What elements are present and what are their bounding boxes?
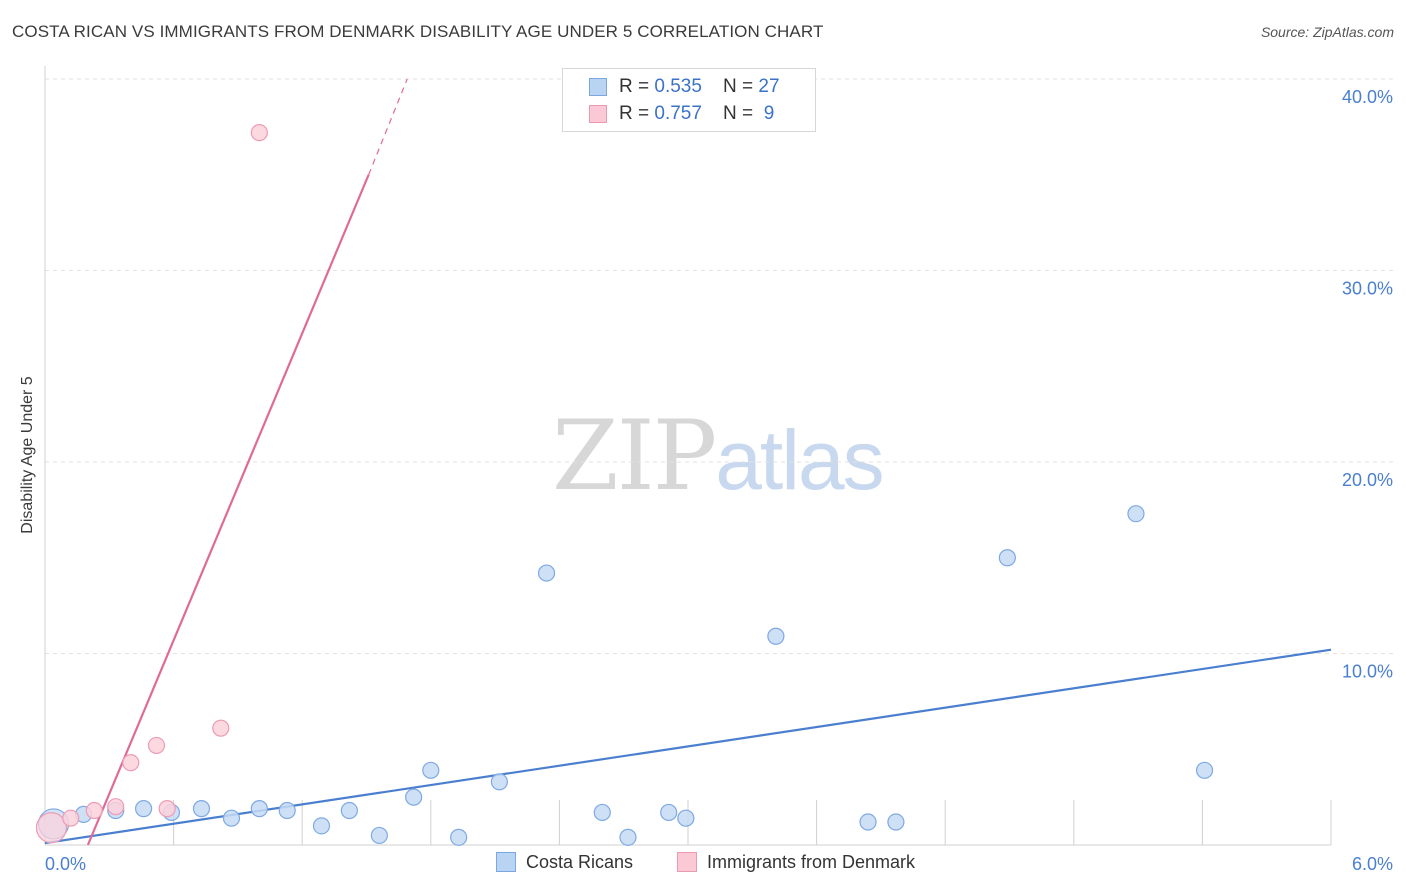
legend-r-value: 0.757: [654, 103, 702, 124]
legend-swatch-denmark: [589, 105, 607, 123]
y-tick-label: 20.0%: [1342, 470, 1393, 490]
bottom-legend-denmark[interactable]: Immigrants from Denmark: [677, 852, 915, 873]
denmark-point: [122, 754, 140, 772]
denmark-point: [62, 809, 80, 827]
legend-n-value: 27: [758, 76, 780, 97]
y-tick-label: 10.0%: [1342, 662, 1393, 682]
chart-title: COSTA RICAN VS IMMIGRANTS FROM DENMARK D…: [12, 22, 824, 41]
costa-rican-point: [134, 800, 153, 818]
bottom-legend-swatch: [677, 852, 697, 872]
costa-rican-point: [250, 800, 268, 818]
costa-rican-point: [450, 828, 468, 846]
costa-rican-point: [887, 813, 905, 831]
denmark-point: [85, 801, 103, 820]
costa-rican-point: [490, 773, 508, 791]
legend-r-value: 0.535: [654, 76, 702, 97]
label-layer: 10.0% 20.0% 30.0% 40.0% 0.0% 6.0%: [45, 87, 1393, 874]
watermark-zip: ZIP: [552, 400, 717, 512]
costa-rican-point: [278, 801, 296, 820]
legend-r-label: R =: [619, 103, 655, 124]
x-tick-label: 6.0%: [1352, 854, 1393, 874]
trend-line: [86, 174, 370, 846]
costa-rican-point: [422, 761, 440, 779]
denmark-point: [158, 800, 176, 818]
bottom-legend-swatch: [496, 852, 516, 872]
y-tick-label: 40.0%: [1342, 87, 1393, 107]
costa-rican-point: [340, 801, 358, 820]
costa-rican-point: [405, 788, 423, 806]
costa-rican-point: [677, 809, 695, 827]
legend-text: R = 0.535 N = 27: [619, 76, 780, 98]
costa-rican-point: [859, 813, 877, 831]
y-tick-label: 30.0%: [1342, 279, 1393, 299]
point-layer: [35, 124, 1214, 846]
costa-rican-point: [312, 817, 331, 835]
costa-rican-point: [222, 809, 241, 827]
costa-rican-point: [998, 549, 1016, 567]
bottom-legend-label: Immigrants from Denmark: [707, 852, 916, 872]
denmark-point: [107, 798, 125, 816]
costa-rican-point: [660, 803, 678, 822]
trend-line-extension: [368, 78, 408, 175]
correlation-legend: R = 0.535 N = 27 R = 0.757 N = 9: [562, 68, 816, 132]
denmark-point: [250, 124, 268, 142]
legend-r-label: R =: [619, 76, 655, 97]
grid-layer: [45, 78, 1395, 654]
watermark-atlas: atlas: [715, 413, 884, 507]
watermark: ZIPatlas: [552, 400, 885, 512]
bottom-legend-costa-ricans[interactable]: Costa Ricans: [496, 852, 633, 873]
costa-rican-point: [537, 564, 556, 582]
legend-text: R = 0.757 N = 9: [619, 103, 774, 125]
axis-layer: [44, 66, 1332, 846]
legend-n-value: 9: [758, 103, 775, 124]
denmark-point: [147, 736, 166, 755]
legend-n-label: N =: [723, 103, 759, 124]
x-tick-label: 0.0%: [45, 854, 86, 874]
bottom-legend-label: Costa Ricans: [526, 852, 634, 872]
costa-rican-point: [370, 826, 388, 845]
costa-rican-point: [619, 828, 637, 846]
costa-rican-point: [767, 627, 785, 645]
costa-rican-point: [593, 803, 611, 822]
denmark-point: [212, 719, 230, 737]
legend-swatch-costa-ricans: [589, 78, 607, 96]
costa-rican-point: [1127, 505, 1145, 523]
costa-rican-point: [1195, 761, 1214, 779]
source-label: Source: ZipAtlas.com: [1260, 24, 1394, 40]
legend-n-label: N =: [723, 76, 759, 97]
costa-rican-point: [192, 800, 211, 818]
denmark-point: [35, 812, 68, 844]
